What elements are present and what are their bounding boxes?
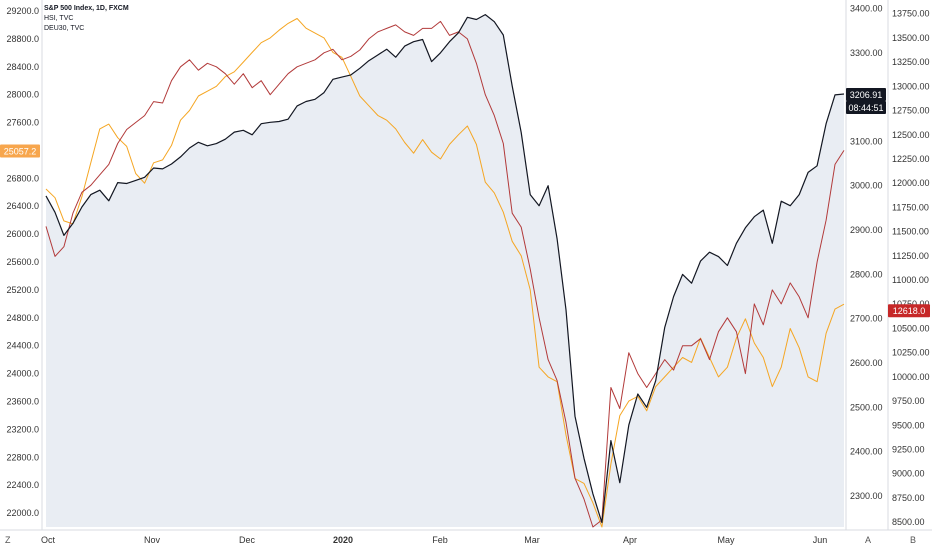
countdown-badge: 08:44:51 xyxy=(848,103,883,113)
chart-legend: S&P 500 Index, 1D, FXCM HSI, TVC DEU30, … xyxy=(44,4,129,34)
left-axis-tick-label: 25600.0 xyxy=(6,257,39,267)
mid-axis-tick-label: 3300.00 xyxy=(850,48,883,58)
right-axis-tick-label: 9500.00 xyxy=(892,420,925,430)
mid-axis-tick-label: 2800.00 xyxy=(850,269,883,279)
left-axis-tick-label: 26800.0 xyxy=(6,173,39,183)
legend-spx[interactable]: S&P 500 Index, 1D, FXCM xyxy=(44,5,129,12)
right-axis-tick-label: 11750.00 xyxy=(892,202,929,212)
right-axis-tick-label: 13750.00 xyxy=(892,9,930,19)
corner-label-right[interactable]: B xyxy=(910,535,917,545)
left-axis-tick-label: 25200.0 xyxy=(6,285,39,295)
time-axis-tick-label: Jun xyxy=(813,535,828,545)
left-axis-tick-label: 26000.0 xyxy=(6,229,39,239)
time-axis-tick-label: Mar xyxy=(524,535,540,545)
mid-axis-tick-label: 3100.00 xyxy=(850,136,883,146)
left-axis-tick-label: 28800.0 xyxy=(6,34,39,44)
right-axis-tick-label: 13500.00 xyxy=(892,33,930,43)
time-axis-tick-label: May xyxy=(717,535,735,545)
left-axis-tick-label: 24400.0 xyxy=(6,341,39,351)
left-axis-tick-label: 28000.0 xyxy=(6,90,39,100)
right-axis-tick-label: 9000.00 xyxy=(892,469,925,479)
left-axis-tick-label: 23600.0 xyxy=(6,396,39,406)
time-axis-tick-label: Feb xyxy=(432,535,448,545)
deu30-series-line xyxy=(45,18,845,528)
mid-axis-tick-label: 2300.00 xyxy=(850,491,883,501)
left-axis-tick-label: 22000.0 xyxy=(6,508,39,518)
time-axis-tick-label: Dec xyxy=(239,535,256,545)
mid-axis-tick-label: 3000.00 xyxy=(850,181,883,191)
right-axis-tick-label: 11000.00 xyxy=(892,275,929,285)
left-axis-tick-label: 26400.0 xyxy=(6,201,39,211)
left-last-value-badge: 25057.2 xyxy=(4,146,37,156)
right-axis-tick-label: 10250.00 xyxy=(892,348,930,358)
left-axis-tick-label: 24800.0 xyxy=(6,313,39,323)
right-axis-tick-label: 12250.00 xyxy=(892,154,930,164)
left-axis-tick-label: 22800.0 xyxy=(6,452,39,462)
right-axis-tick-label: 10000.00 xyxy=(892,372,930,382)
right-last-value-badge: 12618.0 xyxy=(893,306,926,316)
left-axis-tick-label: 23200.0 xyxy=(6,424,39,434)
left-axis-tick-label: 27600.0 xyxy=(6,118,39,128)
time-axis-tick-label: Oct xyxy=(41,535,56,545)
spx-last-value-badge-bg xyxy=(846,87,886,101)
left-axis-tick-label: 22400.0 xyxy=(6,480,39,490)
spx-series-line xyxy=(45,14,845,524)
right-axis-tick-label: 9750.00 xyxy=(892,396,925,406)
right-axis-tick-label: 9250.00 xyxy=(892,445,925,455)
left-axis-tick-label: 28400.0 xyxy=(6,62,39,72)
right-axis-tick-label: 8500.00 xyxy=(892,517,925,527)
corner-label-left[interactable]: Z xyxy=(5,535,11,545)
time-axis-tick-label: Apr xyxy=(623,535,637,545)
right-axis-tick-label: 12500.00 xyxy=(892,130,930,140)
legend-hsi[interactable]: HSI, TVC xyxy=(44,15,74,22)
mid-axis-tick-label: 2500.00 xyxy=(850,402,883,412)
right-axis-tick-label: 12000.00 xyxy=(892,178,930,188)
time-axis-tick-label: 2020 xyxy=(333,535,353,545)
right-axis-tick-label: 12750.00 xyxy=(892,106,930,116)
mid-axis-tick-label: 2900.00 xyxy=(850,225,883,235)
spx-last-value-badge: 3206.91 xyxy=(850,90,883,100)
legend-deu30[interactable]: DEU30, TVC xyxy=(44,25,85,32)
right-axis-tick-label: 8750.00 xyxy=(892,493,925,503)
hsi-series-line xyxy=(45,20,845,528)
right-axis-tick-label: 10500.00 xyxy=(892,323,930,333)
countdown-badge-bg xyxy=(846,100,886,114)
left-last-value-badge-bg xyxy=(0,144,40,158)
corner-label-mid[interactable]: A xyxy=(865,535,872,545)
left-axis-tick-label: 29200.0 xyxy=(6,6,39,16)
right-axis-tick-label: 13250.00 xyxy=(892,57,930,67)
right-last-value-badge-bg xyxy=(888,304,930,318)
right-axis-tick-label: 11500.00 xyxy=(892,227,929,237)
right-axis-tick-label: 13000.00 xyxy=(892,81,930,91)
right-axis-tick-label: 11250.00 xyxy=(892,251,929,261)
mid-axis-tick-label: 3400.00 xyxy=(850,3,883,13)
spx-area-fill xyxy=(46,14,844,528)
mid-axis-tick-label: 2700.00 xyxy=(850,314,883,324)
time-axis-tick-label: Nov xyxy=(144,535,161,545)
mid-axis-tick-label: 2600.00 xyxy=(850,358,883,368)
mid-axis-tick-label: 2400.00 xyxy=(850,447,883,457)
left-axis-tick-label: 24000.0 xyxy=(6,369,39,379)
